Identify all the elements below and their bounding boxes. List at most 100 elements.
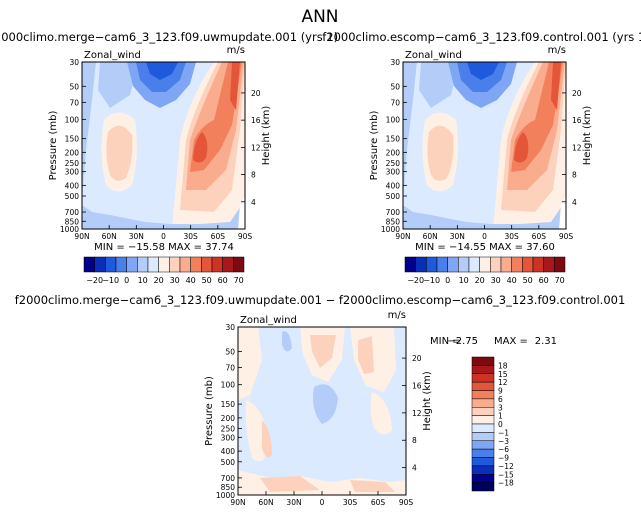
y-right-tick-label: 16 bbox=[572, 116, 582, 125]
colorbar-swatch bbox=[211, 256, 223, 273]
field-contour bbox=[146, 62, 178, 80]
field-contour bbox=[427, 125, 454, 181]
colorbar-diff-swatch bbox=[471, 365, 495, 374]
field-contour bbox=[82, 200, 245, 229]
colorbar-swatch bbox=[532, 256, 544, 273]
y-right-tick-label: 20 bbox=[412, 354, 422, 363]
colorbar-swatch bbox=[83, 256, 95, 273]
colorbar-swatch bbox=[115, 256, 127, 273]
x-tick-label: 60S bbox=[532, 232, 547, 241]
colorbar-swatch bbox=[222, 256, 234, 273]
field-contour bbox=[106, 125, 133, 181]
colorbar-diff-label: 1 bbox=[498, 412, 503, 421]
y-tick-label: 100 bbox=[386, 115, 401, 124]
colorbar-label: 0 bbox=[124, 276, 129, 285]
y-right-tick-label: 4 bbox=[412, 464, 417, 473]
x-tick-label: 30N bbox=[450, 232, 465, 241]
y-right-axis-label: Height (km) bbox=[582, 106, 593, 166]
colorbar-label: 20 bbox=[475, 276, 485, 285]
y-tick-label: 150 bbox=[386, 135, 401, 144]
field-contour bbox=[358, 336, 374, 374]
x-tick-label: 90S bbox=[559, 232, 574, 241]
y-right-tick-label: 16 bbox=[412, 381, 422, 390]
y-tick-label: 700 bbox=[221, 474, 236, 483]
colorbar-diff-swatch bbox=[471, 440, 495, 450]
y-right-tick-label: 4 bbox=[572, 198, 577, 207]
y-right-tick-label: 4 bbox=[251, 198, 256, 207]
x-tick-label: 90N bbox=[230, 498, 245, 507]
y-tick-label: 100 bbox=[221, 381, 236, 390]
colorbar-diff-swatch bbox=[471, 482, 495, 492]
panel-2-x-axis: 90N 60N 30N 0 30S 60S 90S bbox=[395, 225, 573, 241]
y-tick-label: 50 bbox=[225, 347, 235, 356]
colorbar-diff-label: −18 bbox=[498, 479, 514, 488]
colorbar-label: 20 bbox=[154, 276, 164, 285]
panel-1-stats: MIN = −15.58 MAX = 37.74 bbox=[94, 242, 234, 253]
field-terrain bbox=[559, 195, 566, 229]
y-tick-label: 100 bbox=[65, 115, 80, 124]
panel-diff-units: m/s bbox=[388, 310, 406, 321]
y-right-tick-label: 20 bbox=[251, 89, 261, 98]
field-contour bbox=[313, 384, 338, 424]
field-contour bbox=[403, 62, 417, 200]
colorbar-swatch bbox=[511, 256, 523, 273]
colorbar-label: −10 bbox=[423, 276, 440, 285]
colorbar-label: 70 bbox=[234, 276, 244, 285]
colorbar-swatch bbox=[500, 256, 512, 273]
y-axis-label: Pressure (mb) bbox=[369, 111, 380, 181]
colorbar-diff-swatch bbox=[471, 356, 495, 366]
field-contour bbox=[193, 132, 208, 163]
colorbar-swatch bbox=[426, 256, 438, 273]
colorbar-label: 10 bbox=[138, 276, 148, 285]
colorbar-diff-label: 3 bbox=[498, 403, 503, 412]
colorbar-swatch bbox=[479, 256, 491, 273]
colorbar-diff-swatch bbox=[471, 448, 495, 458]
colorbar-diff-label: −6 bbox=[498, 445, 509, 454]
colorbar-label: 50 bbox=[202, 276, 212, 285]
y-axis-label: Pressure (mb) bbox=[204, 376, 215, 446]
colorbar-swatch bbox=[158, 256, 170, 273]
panel-diff-min-value: −2.75 bbox=[447, 336, 478, 347]
y-tick-label: 1000 bbox=[60, 225, 79, 234]
y-tick-label: 150 bbox=[221, 400, 236, 409]
y-tick-label: 700 bbox=[65, 208, 80, 217]
colorbar-swatch bbox=[147, 256, 159, 273]
y-tick-label: 200 bbox=[386, 148, 401, 157]
y-right-tick-label: 12 bbox=[572, 143, 582, 152]
colorbar-diff-swatch bbox=[471, 474, 495, 483]
panel-2: f2000climo.escomp−cam6_3_123.f09.control… bbox=[322, 30, 641, 253]
field-contour bbox=[230, 62, 240, 110]
y-right-tick-label: 20 bbox=[572, 89, 582, 98]
y-tick-label: 300 bbox=[221, 433, 236, 442]
y-tick-label: 500 bbox=[386, 192, 401, 201]
page-title: ANN bbox=[301, 7, 338, 27]
colorbar-swatch bbox=[179, 256, 191, 273]
colorbar-diff-label: −9 bbox=[498, 454, 509, 463]
panel-diff-min-label: MIN = bbox=[430, 336, 461, 347]
field-contour bbox=[310, 335, 336, 368]
colorbar-swatch bbox=[522, 256, 534, 273]
colorbar-diff-swatch bbox=[471, 423, 495, 433]
x-tick-label: 60S bbox=[211, 232, 226, 241]
colorbar-swatch bbox=[105, 256, 117, 273]
colorbar-diff-swatch bbox=[471, 398, 495, 408]
y-tick-label: 400 bbox=[65, 181, 80, 190]
panel-diff-title: f2000climo.merge−cam6_3_123.f09.uwmupdat… bbox=[15, 293, 626, 307]
colorbar-label: 60 bbox=[218, 276, 228, 285]
y-tick-label: 70 bbox=[225, 364, 235, 373]
colorbar-swatch bbox=[94, 256, 106, 273]
colorbar-diff-label: −1 bbox=[498, 428, 509, 437]
panel-2-units: m/s bbox=[548, 45, 566, 56]
y-right-tick-label: 8 bbox=[412, 436, 417, 445]
colorbar-swatch bbox=[458, 256, 470, 273]
y-tick-label: 1000 bbox=[381, 225, 400, 234]
y-right-tick-label: 8 bbox=[251, 171, 256, 180]
y-tick-label: 850 bbox=[386, 217, 401, 226]
colorbar-label: 10 bbox=[459, 276, 469, 285]
colorbar-diff-swatch bbox=[471, 432, 495, 441]
y-tick-label: 500 bbox=[65, 192, 80, 201]
colorbar-diff-label: 9 bbox=[498, 387, 503, 396]
